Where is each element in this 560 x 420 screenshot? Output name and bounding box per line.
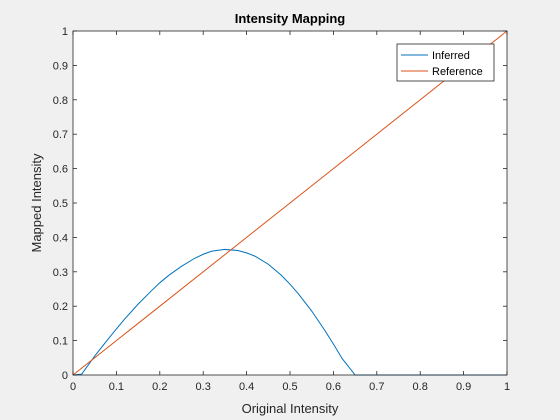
y-tick-label: 0.5 [53, 198, 68, 210]
x-tick-label: 0 [70, 381, 76, 393]
x-tick-label: 0.3 [196, 381, 211, 393]
chart-title: Intensity Mapping [235, 11, 346, 26]
legend: Inferred Reference [396, 43, 495, 82]
series-line-reference [72, 30, 508, 376]
y-axis-ticks: 0 0.1 0.2 0.3 0.4 0.5 0.6 0.7 0.8 0.9 1 [53, 26, 507, 382]
y-tick-label: 1 [62, 26, 68, 38]
y-tick-label: 0.8 [53, 95, 68, 107]
y-tick-label: 0.6 [53, 164, 68, 176]
legend-label-inferred: Inferred [432, 50, 470, 62]
y-tick-label: 0.7 [53, 129, 68, 141]
x-tick-label: 0.9 [456, 381, 471, 393]
legend-box [396, 43, 495, 82]
y-tick-label: 0.1 [53, 336, 68, 348]
x-tick-label: 0.8 [413, 381, 428, 393]
x-tick-label: 0.2 [152, 381, 167, 393]
x-tick-label: 0.1 [109, 381, 124, 393]
x-axis-label: Original Intensity [242, 401, 339, 416]
x-tick-label: 0.4 [239, 381, 254, 393]
y-axis-label: Mapped Intensity [29, 153, 44, 253]
x-tick-label: 0.7 [369, 381, 384, 393]
y-tick-label: 0.9 [53, 60, 68, 72]
y-tick-label: 0.2 [53, 301, 68, 313]
y-tick-label: 0 [62, 370, 68, 382]
x-tick-label: 1 [504, 381, 510, 393]
x-tick-label: 0.6 [326, 381, 341, 393]
legend-label-reference: Reference [432, 66, 483, 78]
x-axis-ticks: 0 0.1 0.2 0.3 0.4 0.5 0.6 0.7 0.8 0.9 1 [70, 31, 510, 393]
x-tick-label: 0.5 [282, 381, 297, 393]
y-tick-label: 0.3 [53, 267, 68, 279]
y-tick-label: 0.4 [53, 232, 68, 244]
